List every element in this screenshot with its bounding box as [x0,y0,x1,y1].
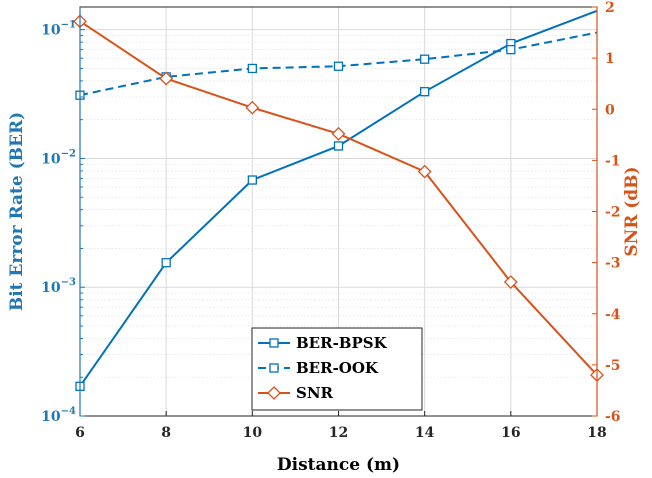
x-tick-label: 10 [243,425,263,441]
data-point [333,141,344,151]
legend-label: BER-OOK [296,359,379,377]
x-tick-label: 14 [415,425,435,441]
x-tick-label: 18 [587,425,606,441]
x-tick-label: 12 [329,425,348,441]
legend-marker [267,386,281,400]
legend-marker [269,363,279,373]
legend-marker [269,338,279,348]
axis-ticks: 6 8 10 12 14 16 1810−410−310−210−1-6-5-4-3-2-1… [41,0,621,441]
legend-entry: BER-OOK [258,359,379,377]
legend-box [251,327,423,411]
legend-entry: BER-BPSK [258,334,388,352]
data-point [506,44,516,55]
series-snr [73,14,604,383]
series-lines [73,9,604,391]
y-right-tick-label: 2 [605,0,615,16]
y-right-axis-label: SNR (dB) [622,166,642,256]
legend: BER-BPSK BER-OOK SNR [251,327,423,411]
y-left-tick-label: 10−4 [41,406,76,425]
y-right-tick-label: -2 [605,205,621,221]
data-point [420,54,430,64]
x-tick-label: 6 [75,425,85,441]
y-right-tick-label: -3 [605,256,621,272]
data-point [503,275,518,289]
legend-label: BER-BPSK [296,334,388,352]
data-point [420,87,430,97]
x-tick-label: 16 [501,425,520,441]
data-point [417,164,432,179]
x-axis-label: Distance (m) [277,455,400,475]
data-point [245,100,260,115]
y-left-tick-label: 10−1 [41,20,76,39]
y-right-tick-label: -6 [605,409,621,425]
data-point [247,63,257,74]
y-left-axis-label: Bit Error Rate (BER) [7,112,27,311]
legend-label: SNR [296,384,334,402]
legend-entry: SNR [258,384,334,402]
y-right-tick-label: 1 [605,51,615,67]
y-right-tick-label: -4 [605,307,621,323]
y-left-tick-label: 10−2 [41,148,76,167]
data-point [331,126,346,141]
data-point [333,61,344,71]
data-point [247,175,257,185]
y-right-tick-label: 0 [605,102,615,118]
y-right-tick-label: -5 [605,358,621,374]
data-point [159,71,174,86]
data-point [161,258,171,268]
y-right-tick-label: -1 [605,153,621,169]
y-left-tick-label: 10−3 [41,277,76,296]
x-tick-label: 8 [161,425,171,441]
